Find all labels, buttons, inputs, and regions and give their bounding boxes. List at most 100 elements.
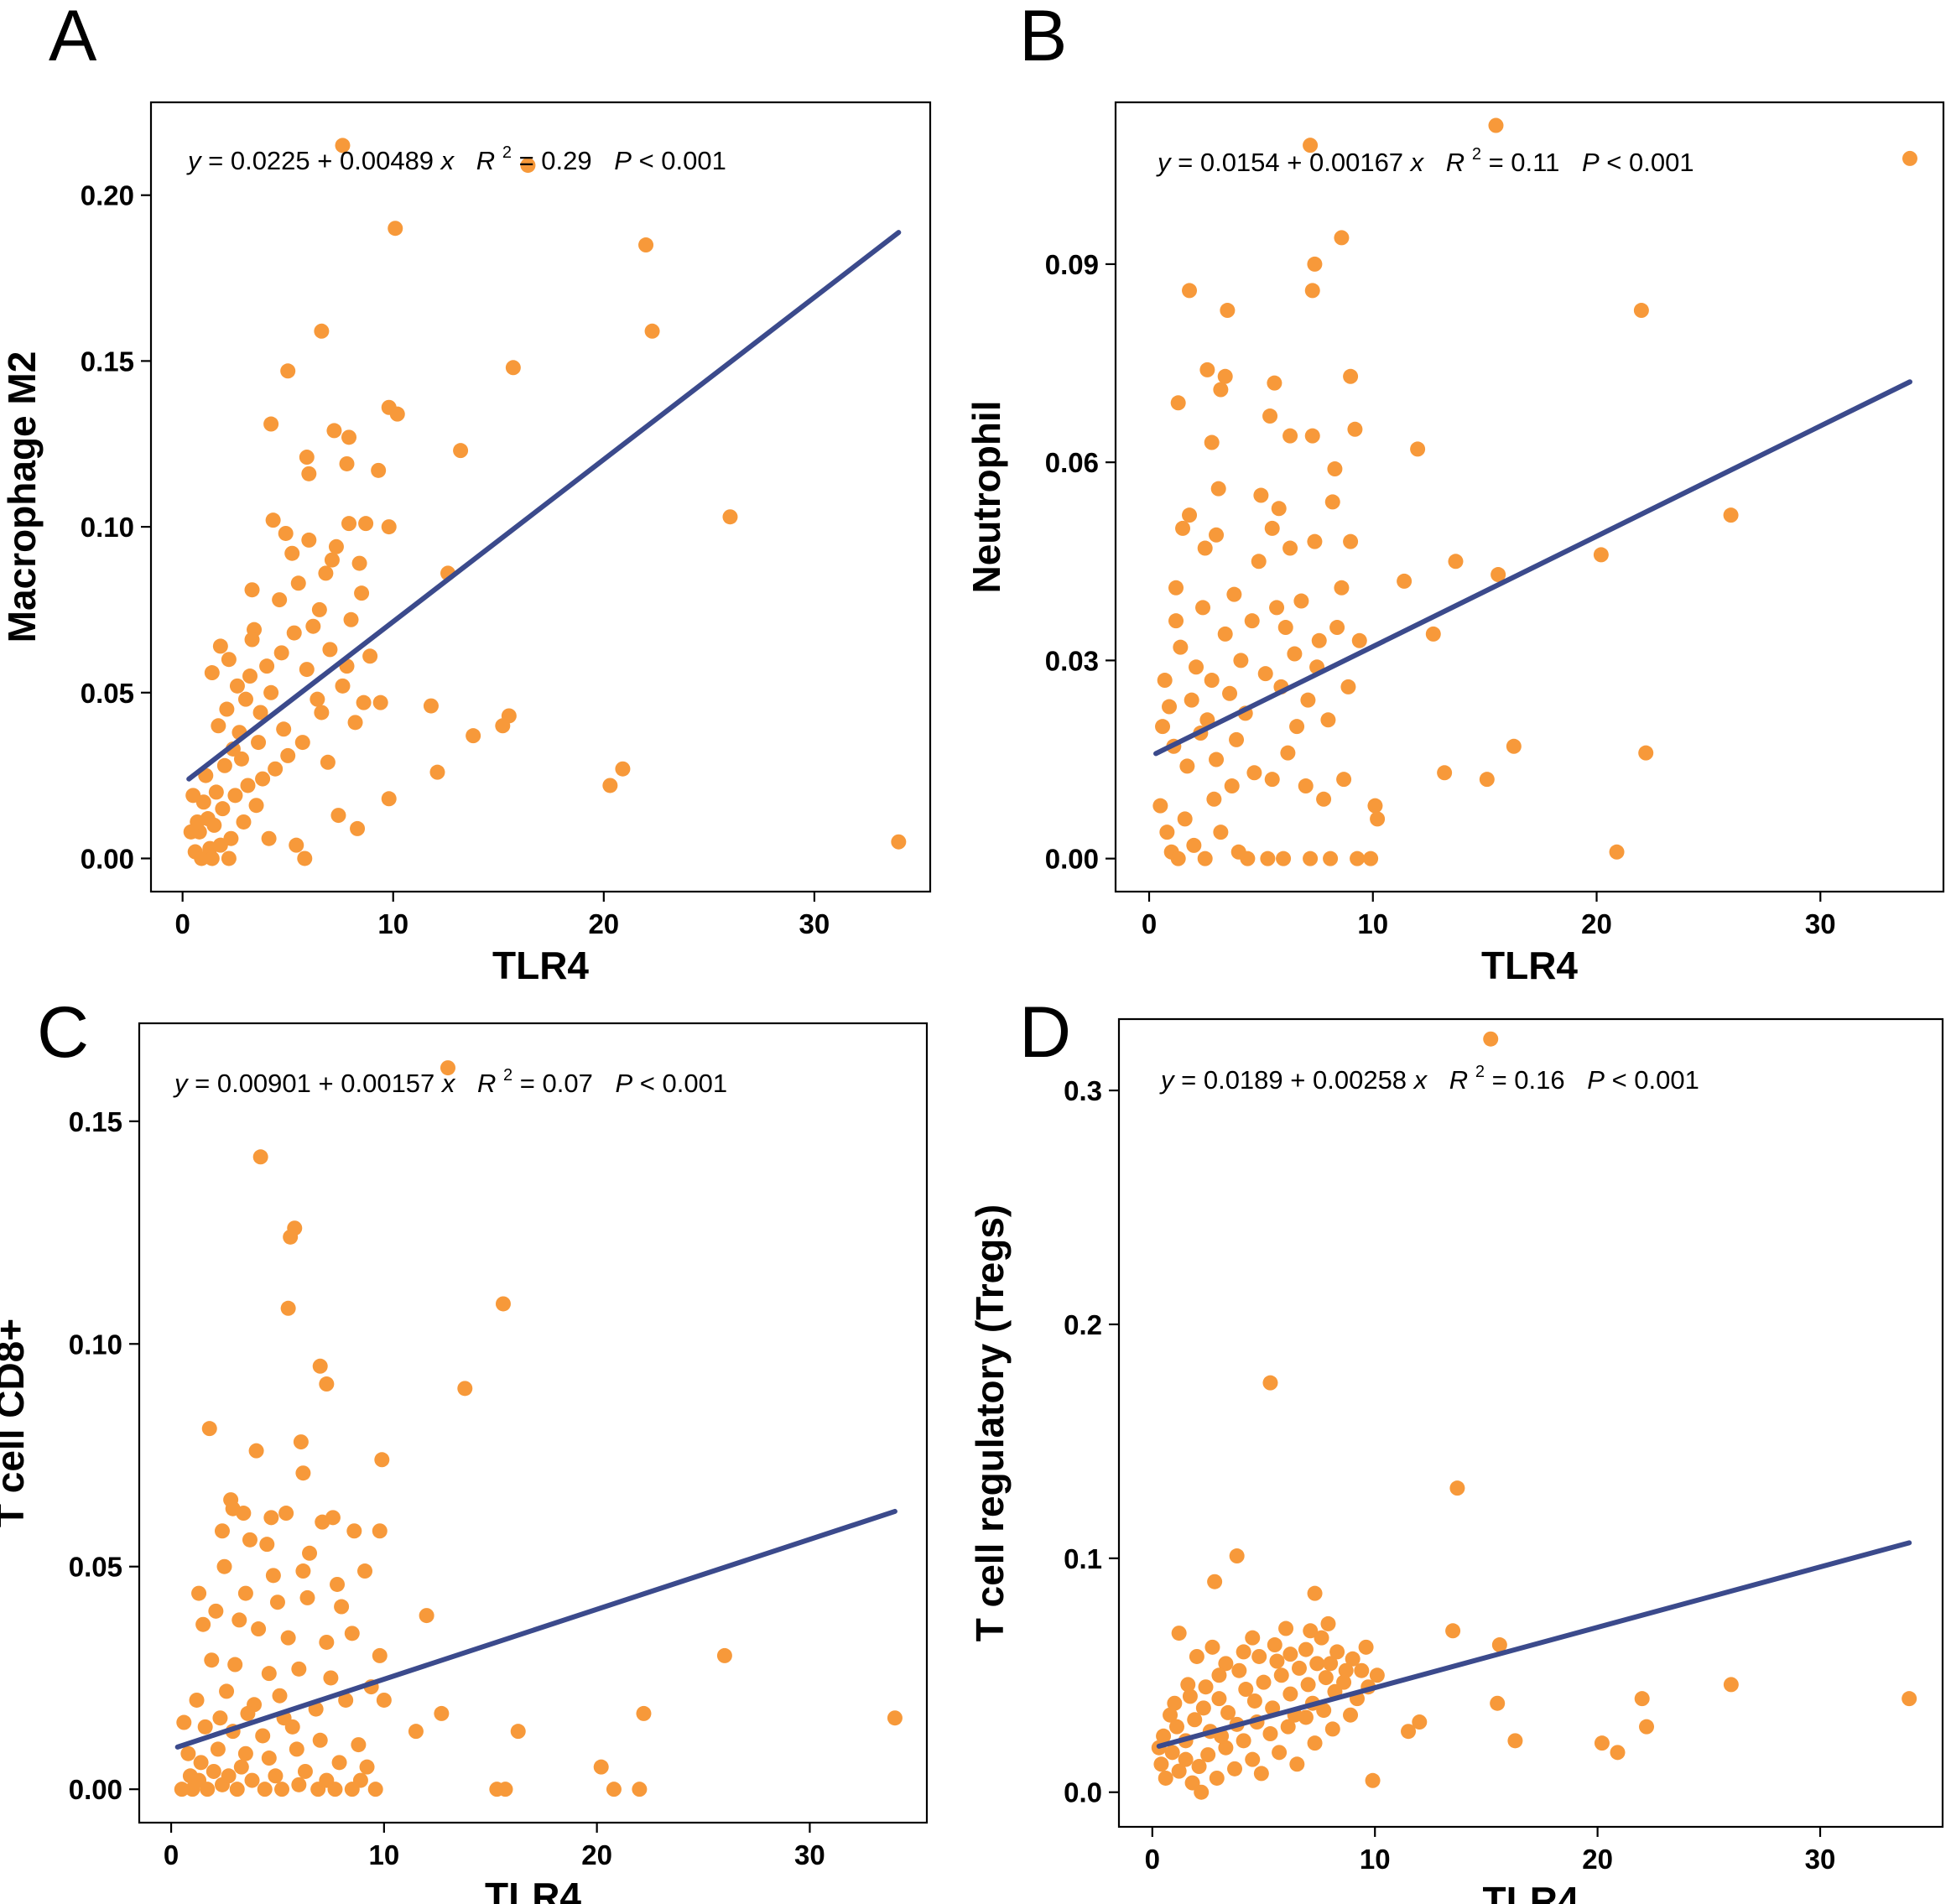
data-point	[1324, 1721, 1340, 1737]
data-point	[244, 1772, 260, 1788]
data-point	[1168, 580, 1184, 596]
data-point	[351, 555, 367, 571]
data-point	[174, 1782, 190, 1797]
data-point	[1226, 586, 1242, 602]
panel-b: B 0.00 0.03 0.06 0.09 0 10 20 30 TLR4 Ne…	[965, 0, 1945, 987]
data-point	[237, 1745, 253, 1761]
x-tick-label: 10	[368, 1839, 399, 1870]
data-point	[636, 1705, 652, 1721]
data-point	[212, 1710, 228, 1726]
data-point	[1280, 745, 1296, 761]
data-point	[1488, 117, 1504, 133]
data-point	[1282, 540, 1298, 556]
data-point	[1182, 507, 1198, 523]
x-tick-labels: 0 10 20 30	[1145, 1844, 1836, 1875]
data-point	[335, 678, 351, 694]
data-point	[290, 575, 306, 591]
data-point	[1401, 1724, 1417, 1740]
x-tick-label: 10	[1357, 908, 1388, 939]
data-point	[615, 761, 631, 777]
data-point	[334, 1599, 350, 1615]
y-tick-label: 0.1	[1064, 1543, 1102, 1574]
data-point	[510, 1724, 526, 1740]
axis-ticks	[129, 1120, 811, 1833]
data-point	[1289, 719, 1305, 735]
data-point	[520, 158, 536, 174]
data-point	[301, 466, 317, 481]
data-point	[274, 1782, 290, 1797]
data-point	[259, 658, 275, 674]
data-point	[314, 705, 330, 721]
data-point	[1197, 851, 1213, 866]
data-point	[466, 728, 481, 744]
data-point	[1316, 791, 1332, 807]
data-point	[352, 1772, 368, 1788]
data-point	[1265, 1700, 1281, 1716]
data-point	[1311, 632, 1327, 648]
x-tick-label: 0	[1142, 908, 1157, 939]
axis-ticks	[1109, 1089, 1822, 1837]
data-point	[286, 625, 302, 641]
data-point	[1187, 1712, 1203, 1728]
data-point	[408, 1724, 424, 1740]
data-point	[1289, 1756, 1305, 1772]
data-point	[1164, 1745, 1180, 1761]
data-point	[1170, 395, 1186, 411]
data-point	[1343, 368, 1359, 384]
eq-r2-sup: 2	[1472, 145, 1481, 164]
data-point	[1262, 1726, 1278, 1742]
data-point	[1184, 692, 1199, 708]
data-point	[1197, 540, 1213, 556]
data-point	[1271, 501, 1287, 517]
data-point	[1211, 1691, 1227, 1707]
data-point	[1244, 613, 1260, 629]
data-point	[252, 705, 268, 721]
regression-line	[174, 1508, 897, 1750]
data-point	[248, 798, 264, 814]
data-point	[204, 1652, 220, 1668]
eq-body: = 0.0189 + 0.00258	[1181, 1065, 1414, 1095]
data-point	[1318, 1670, 1334, 1686]
data-point	[1309, 1656, 1325, 1672]
eq-r2-value: = 0.11	[1489, 148, 1560, 177]
data-point	[1336, 1674, 1352, 1690]
x-tick-labels: 0 10 20 30	[164, 1839, 825, 1870]
data-point	[1723, 1677, 1739, 1693]
data-point	[1320, 712, 1336, 728]
data-point	[322, 642, 338, 658]
data-point	[252, 1149, 268, 1165]
data-point	[1159, 825, 1175, 840]
data-point	[339, 455, 355, 471]
data-point	[1304, 428, 1320, 444]
data-point	[297, 851, 313, 866]
data-point	[1189, 659, 1204, 675]
data-point	[381, 519, 397, 535]
y-axis-title: T cell CD8+	[0, 1319, 32, 1527]
data-point	[1227, 1761, 1243, 1777]
y-tick-label: 0.10	[69, 1329, 122, 1360]
data-point	[272, 592, 288, 608]
data-point	[1298, 778, 1314, 794]
data-point	[1191, 1759, 1207, 1775]
data-point	[312, 1732, 328, 1748]
data-point	[330, 808, 346, 824]
y-tick-label: 0.15	[81, 346, 134, 377]
eq-lhs: y	[186, 146, 203, 175]
data-point	[251, 735, 267, 751]
x-tick-label: 0	[164, 1839, 179, 1870]
data-point	[206, 1763, 221, 1779]
data-point	[194, 851, 210, 866]
data-point	[381, 791, 397, 807]
data-point	[1175, 520, 1191, 536]
data-point	[1264, 772, 1280, 788]
data-point	[211, 718, 226, 734]
data-point	[269, 1594, 285, 1610]
eq-xvar: x	[440, 146, 455, 175]
data-point	[1324, 494, 1340, 510]
data-point	[1155, 719, 1171, 735]
data-point	[318, 565, 334, 581]
eq-p-label: P	[1582, 148, 1600, 177]
data-point	[1593, 547, 1609, 563]
data-point	[1209, 1770, 1225, 1786]
data-point	[189, 1692, 205, 1708]
